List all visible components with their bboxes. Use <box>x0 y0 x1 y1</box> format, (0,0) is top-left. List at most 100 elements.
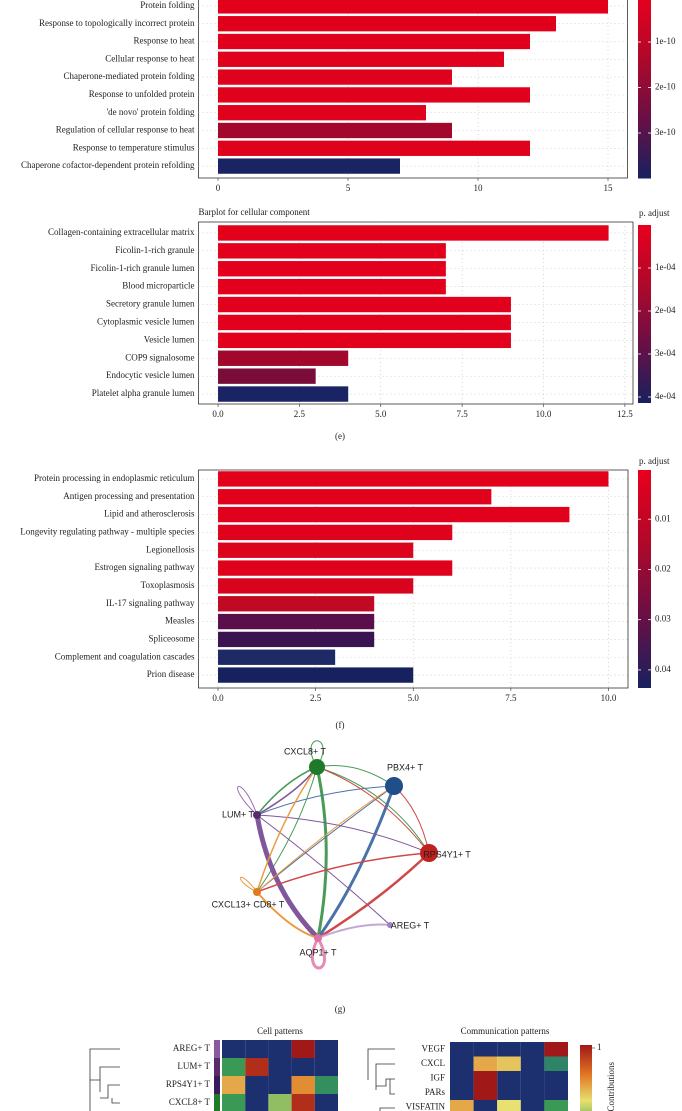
bar <box>218 542 414 558</box>
edge <box>239 876 258 893</box>
category-label: Measles <box>165 616 195 626</box>
colorbar <box>638 225 651 403</box>
heat-cell <box>222 1094 246 1111</box>
node-label: AREG+ T <box>391 920 430 930</box>
row-label: CXCL <box>421 1058 445 1068</box>
strip <box>214 1094 220 1111</box>
heat-cell <box>473 1085 498 1100</box>
colorbar-label: 1 <box>597 1042 602 1052</box>
category-label: Antigen processing and presentation <box>63 491 195 501</box>
edge <box>316 766 430 854</box>
bar <box>218 631 375 648</box>
x-tick-label: 7.5 <box>457 409 469 419</box>
category-label: Response to topologically incorrect prot… <box>39 18 195 28</box>
edge <box>256 814 430 854</box>
category-label: Platelet alpha granule lumen <box>92 388 195 398</box>
network-edges <box>237 740 431 970</box>
row-label: VISFATIN <box>406 1101 446 1111</box>
heat-cell <box>544 1042 568 1057</box>
node <box>253 811 261 819</box>
node <box>420 844 438 862</box>
cell-dendrogram <box>89 1048 120 1111</box>
bar <box>218 105 426 121</box>
colorbar-title: p. adjust <box>639 456 670 466</box>
heat-cell <box>245 1040 269 1058</box>
colorbar-label: 1e-10 <box>655 36 676 46</box>
pattern-dendrogram <box>367 1048 395 1111</box>
colorbar-label: 0.03 <box>655 614 671 624</box>
x-tick-label: 0.0 <box>212 693 224 703</box>
heat-cell <box>222 1040 246 1058</box>
heat-cell <box>497 1085 521 1100</box>
x-tick-label: 0.0 <box>212 409 224 419</box>
heat-cell <box>314 1076 338 1094</box>
heatmap-title: Cell patterns <box>257 1026 303 1036</box>
edge <box>316 784 396 940</box>
heat-cell <box>450 1071 474 1086</box>
colorbar <box>638 470 651 688</box>
bar <box>218 649 336 665</box>
edge <box>256 785 395 816</box>
heat-cell <box>450 1056 474 1071</box>
bar <box>218 0 608 14</box>
category-label: Protein processing in endoplasmic reticu… <box>34 473 194 483</box>
heat-cell <box>520 1100 545 1111</box>
heat-cell <box>544 1071 568 1086</box>
category-label: Response to temperature stimulus <box>73 142 195 152</box>
bar <box>218 140 530 156</box>
category-label: Toxoplasmosis <box>141 580 195 590</box>
node <box>309 759 325 775</box>
x-tick-label: 10.0 <box>536 409 552 419</box>
heat-cell <box>268 1040 292 1058</box>
node-label: RPS4Y1+ T <box>423 849 471 859</box>
bar <box>218 87 530 103</box>
heat-cell <box>520 1042 545 1057</box>
bar <box>218 560 453 576</box>
heat-cell <box>314 1040 338 1058</box>
heat-cell <box>291 1040 315 1058</box>
heat-cell <box>268 1058 292 1076</box>
category-label: COP9 signalosome <box>125 352 194 362</box>
edge <box>256 766 318 893</box>
category-label: Estrogen signaling pathway <box>95 562 195 572</box>
x-tick-label: 12.5 <box>617 409 633 419</box>
row-label: VEGF <box>421 1043 445 1053</box>
category-label: Blood microparticle <box>122 281 194 291</box>
edge <box>237 785 258 816</box>
heat-cell <box>497 1056 521 1071</box>
row-label: AREG+ T <box>173 1043 211 1053</box>
node <box>387 922 393 928</box>
heat-cell <box>268 1076 292 1094</box>
panel-label: (g) <box>335 1004 346 1014</box>
edge <box>311 936 326 970</box>
node-label: CXCL8+ T <box>284 746 327 756</box>
bar <box>218 613 375 630</box>
colorbar <box>638 0 651 179</box>
x-tick-label: 10 <box>474 183 484 193</box>
x-tick-label: 5.0 <box>408 693 420 703</box>
bar <box>218 16 556 32</box>
heat-cell <box>450 1100 474 1111</box>
category-label: Cellular response to heat <box>105 53 195 63</box>
edge <box>316 851 431 940</box>
category-label: Response to heat <box>134 36 195 46</box>
heat-cell <box>291 1094 315 1111</box>
heat-cell <box>268 1094 292 1111</box>
row-label: IGF <box>430 1072 445 1082</box>
strip <box>214 1076 220 1094</box>
heat-cell <box>497 1071 521 1086</box>
node-label: AQP1+ T <box>299 947 337 957</box>
heat-cell <box>314 1058 338 1076</box>
category-label: Prion disease <box>147 669 195 679</box>
bar <box>218 33 530 50</box>
heat-cell <box>473 1100 498 1111</box>
colorbar-label: 0.02 <box>655 564 671 574</box>
heat-cell <box>291 1058 315 1076</box>
row-strips <box>214 1040 220 1111</box>
heat-cell <box>245 1058 269 1076</box>
colorbar-label: 2e-04 <box>655 305 676 315</box>
bar <box>218 596 375 612</box>
edge <box>315 765 328 940</box>
edge <box>254 812 321 941</box>
